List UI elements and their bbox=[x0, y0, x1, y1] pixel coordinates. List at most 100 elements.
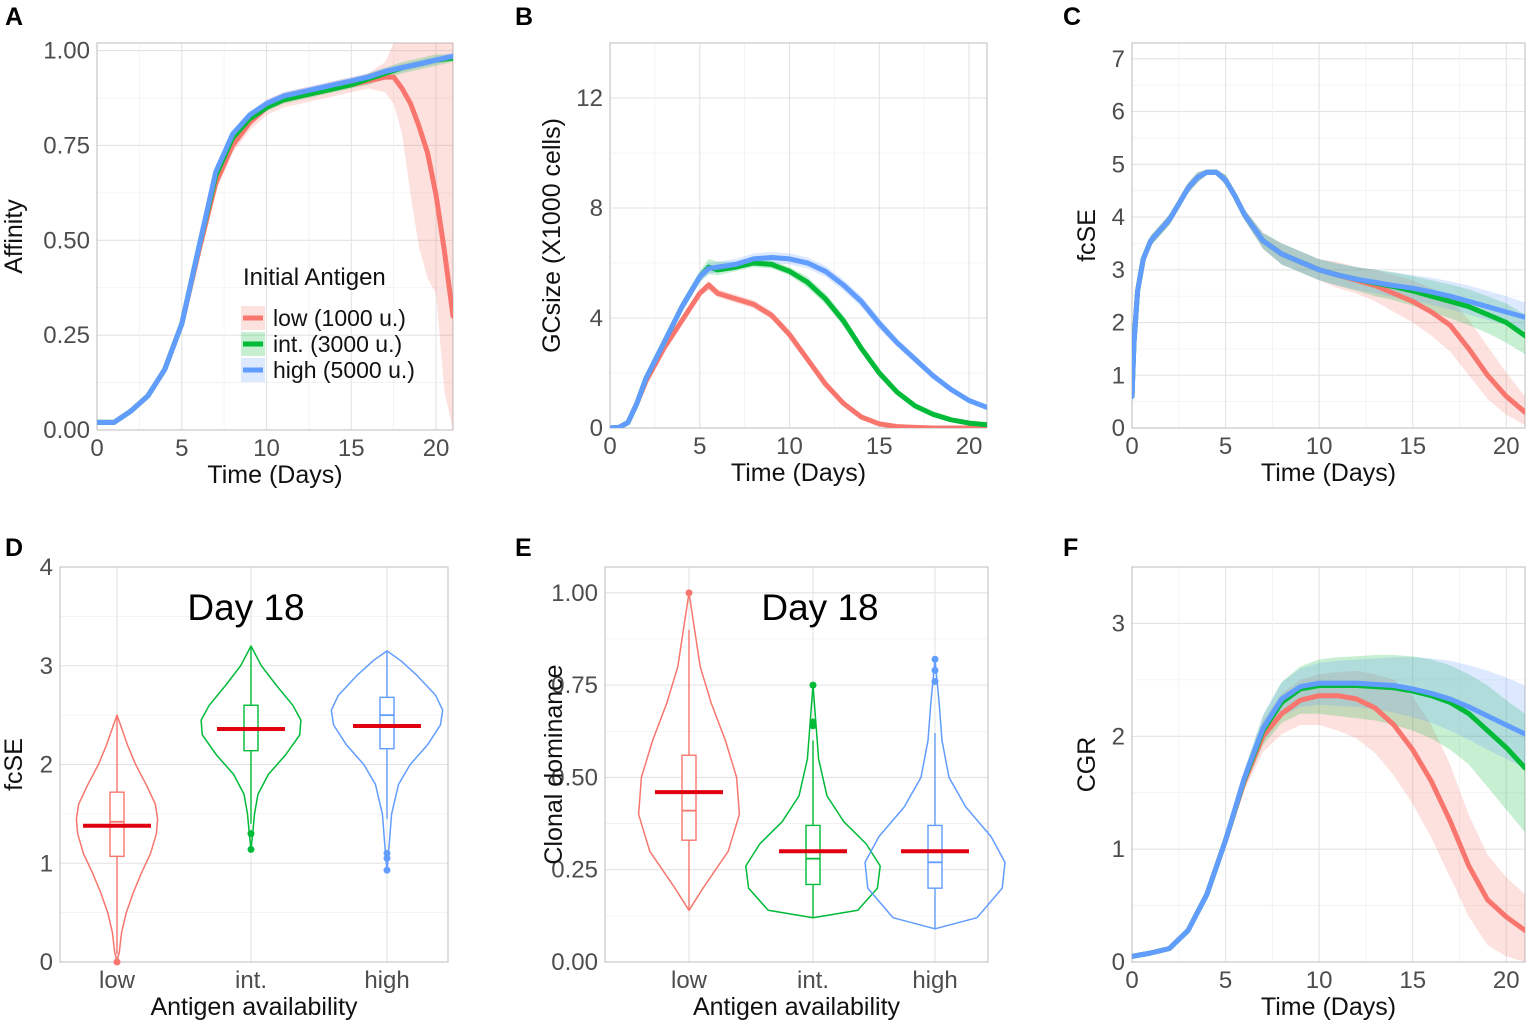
legend-label: low (1000 u.) bbox=[273, 305, 406, 331]
y-tick-label: 4 bbox=[40, 554, 53, 581]
violin-outline bbox=[75, 714, 159, 963]
x-tick-label: 10 bbox=[1306, 967, 1333, 994]
series-line-high bbox=[97, 53, 453, 425]
series-line-low bbox=[610, 282, 987, 428]
ribbon-high bbox=[1132, 169, 1525, 397]
legend-label: high (5000 u.) bbox=[273, 357, 415, 383]
violin-group bbox=[864, 655, 1006, 930]
y-axis-title: GCsize (X1000 cells) bbox=[538, 118, 566, 353]
panel-f: 0 1 2 3 0 5 10 15 20 Time (Days) CGR F bbox=[1063, 534, 1526, 1021]
x-category-label: low bbox=[671, 967, 708, 994]
x-tick-label: 5 bbox=[1219, 433, 1232, 460]
iqr-box bbox=[379, 696, 395, 750]
x-tick-label: 20 bbox=[956, 433, 983, 460]
x-tick-label: 15 bbox=[1399, 433, 1426, 460]
x-category-label: int. bbox=[235, 967, 267, 994]
outlier-point bbox=[113, 958, 121, 966]
y-tick-label: 0 bbox=[590, 415, 603, 442]
outlier-point bbox=[383, 854, 391, 862]
x-axis-title: Time (Days) bbox=[1261, 993, 1396, 1021]
plot-area bbox=[1132, 169, 1525, 426]
y-tick-label: 1 bbox=[1112, 362, 1125, 389]
panel-letter: D bbox=[5, 534, 23, 562]
grid bbox=[1131, 43, 1525, 429]
iqr-box bbox=[927, 824, 943, 889]
panel-letter: F bbox=[1063, 534, 1078, 562]
y-tick-label: 2 bbox=[40, 752, 53, 779]
outlier-point bbox=[931, 655, 939, 663]
x-tick-label: 10 bbox=[776, 433, 803, 460]
x-tick-label: 0 bbox=[90, 435, 103, 462]
x-axis-title: Time (Days) bbox=[731, 459, 866, 487]
legend: Initial Antigen low (1000 u.)int. (3000 u… bbox=[241, 264, 415, 383]
y-tick-label: 2 bbox=[1112, 310, 1125, 337]
y-tick-label: 6 bbox=[1112, 99, 1125, 126]
y-axis-title: Affinity bbox=[0, 199, 28, 274]
grid bbox=[96, 43, 453, 431]
y-tick-label: 1.00 bbox=[43, 38, 90, 65]
iqr-box bbox=[681, 754, 697, 841]
panel-letter: E bbox=[515, 534, 532, 562]
plot-border bbox=[604, 566, 989, 963]
y-tick-label: 3 bbox=[1112, 610, 1125, 637]
x-axis-title: Antigen availability bbox=[693, 993, 901, 1021]
y-tick-label: 0.25 bbox=[551, 857, 598, 884]
x-tick-label: 10 bbox=[1306, 433, 1333, 460]
y-axis-title: CGR bbox=[1073, 737, 1101, 793]
y-tick-label: 1 bbox=[1112, 836, 1125, 863]
y-axis-title: fcSE bbox=[1073, 209, 1101, 262]
violin-outline bbox=[330, 650, 444, 872]
outlier-point bbox=[383, 849, 391, 857]
outlier-point bbox=[247, 845, 255, 853]
x-tick-label: 0 bbox=[603, 433, 616, 460]
x-axis-title: Time (Days) bbox=[1261, 459, 1396, 487]
x-tick-label: 15 bbox=[1399, 967, 1426, 994]
outlier-point bbox=[685, 589, 693, 597]
outlier-point bbox=[931, 677, 939, 685]
x-tick-label: 5 bbox=[693, 433, 706, 460]
x-tick-label: 0 bbox=[1125, 967, 1138, 994]
plot-area bbox=[610, 252, 987, 428]
x-tick-label: 10 bbox=[253, 435, 280, 462]
x-tick-label: 5 bbox=[1219, 967, 1232, 994]
panel-a: 0.00 0.25 0.50 0.75 1.00 0 5 10 15 20 Time (Days) A… bbox=[0, 3, 454, 489]
outlier-point bbox=[383, 866, 391, 874]
panel-letter: C bbox=[1063, 3, 1081, 31]
legend-title: Initial Antigen bbox=[243, 264, 386, 291]
x-tick-label: 5 bbox=[175, 435, 188, 462]
violin-group bbox=[637, 589, 741, 912]
violin-group bbox=[745, 681, 881, 919]
panel-e: 0.00 0.25 0.50 0.75 1.00 low int. high Antigen a… bbox=[515, 534, 1006, 1021]
series-line-high bbox=[610, 255, 987, 428]
panel-letter: A bbox=[5, 3, 23, 31]
y-tick-label: 2 bbox=[1112, 723, 1125, 750]
outlier-point bbox=[931, 666, 939, 674]
y-axis-title: fcSE bbox=[0, 738, 28, 791]
y-tick-label: 0.75 bbox=[43, 132, 90, 159]
panel-letter: B bbox=[515, 3, 533, 31]
x-tick-label: 15 bbox=[866, 433, 893, 460]
y-tick-label: 0 bbox=[1112, 949, 1125, 976]
y-tick-label: 3 bbox=[1112, 257, 1125, 284]
ribbon-low bbox=[1132, 670, 1525, 962]
plot-border bbox=[59, 566, 449, 963]
panel-title: Day 18 bbox=[187, 587, 304, 628]
plot-border bbox=[609, 42, 988, 429]
x-tick-label: 0 bbox=[1125, 433, 1138, 460]
plot-border bbox=[96, 42, 454, 431]
y-tick-label: 5 bbox=[1112, 151, 1125, 178]
y-tick-label: 0.00 bbox=[43, 417, 90, 444]
x-category-label: int. bbox=[797, 967, 829, 994]
panel-c: 0 1 2 3 4 5 6 7 0 5 10 15 20 Time (Days) fcSE C bbox=[1063, 3, 1526, 487]
y-tick-label: 0 bbox=[40, 949, 53, 976]
panel-b: 0 4 8 12 0 5 10 15 20 Time (Days) GCsize (X1000 ce… bbox=[515, 3, 988, 487]
y-tick-label: 0.50 bbox=[43, 227, 90, 254]
outlier-point bbox=[809, 681, 817, 689]
x-tick-label: 15 bbox=[338, 435, 365, 462]
y-axis-title: Clonal dominance bbox=[540, 664, 568, 864]
iqr-box bbox=[805, 824, 821, 886]
y-tick-label: 4 bbox=[590, 305, 603, 332]
y-tick-label: 1 bbox=[40, 850, 53, 877]
